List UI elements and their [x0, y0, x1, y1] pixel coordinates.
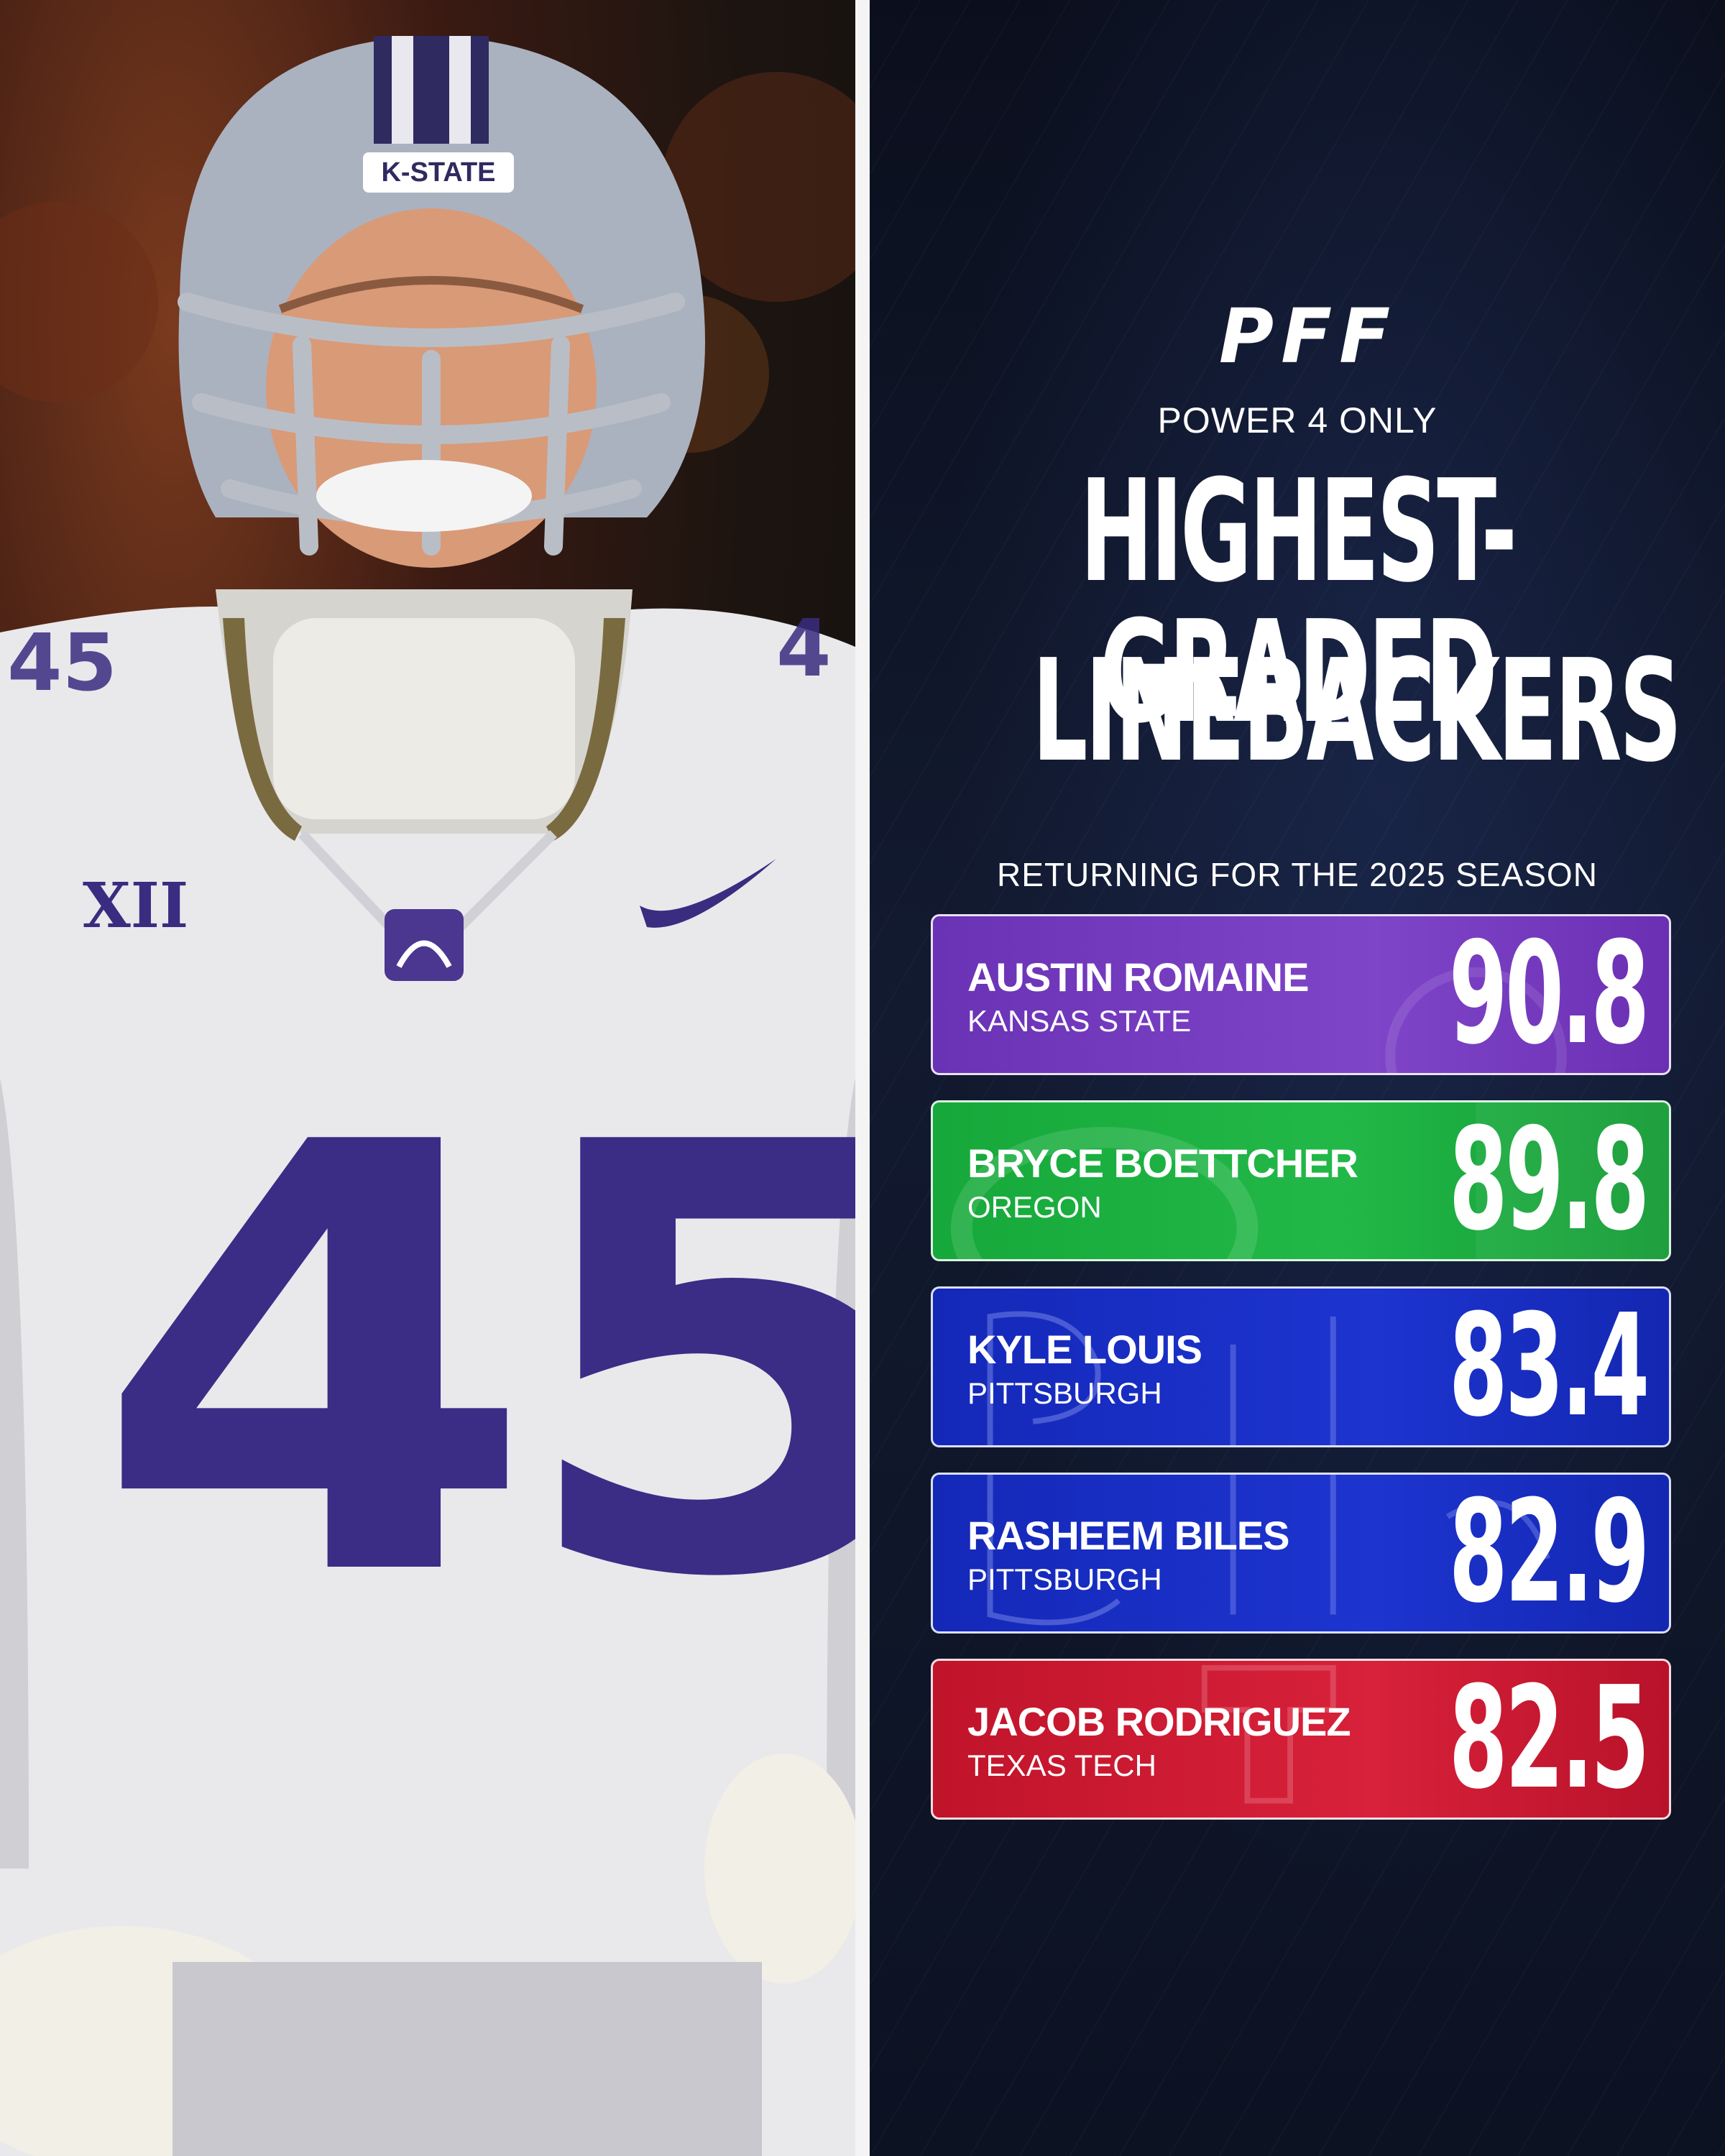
ranking-card-4: RASHEEM BILES PITTSBURGH 82.9: [931, 1473, 1671, 1634]
player-school: KANSAS STATE: [967, 1004, 1192, 1038]
player-grade: 82.9: [1449, 1473, 1650, 1634]
player-photo: 45 4 XII 45 K-STATE: [0, 0, 855, 2156]
jersey-number: 45: [93, 1021, 855, 1706]
svg-text:4: 4: [776, 602, 832, 694]
svg-text:PFF: PFF: [1219, 302, 1397, 374]
player-grade: 90.8: [1449, 914, 1650, 1075]
helmet-decal: K-STATE: [381, 157, 495, 188]
player-name: JACOB RODRIGUEZ: [967, 1699, 1351, 1744]
ranking-card-5: JACOB RODRIGUEZ TEXAS TECH 82.5: [931, 1659, 1671, 1820]
pff-logo-mark: PFF: [1219, 292, 1397, 380]
ranking-card-2: BRYCE BOETTCHER OREGON 89.8: [931, 1100, 1671, 1261]
conference-patch: XII: [83, 870, 188, 942]
kicker-text: POWER 4 ONLY: [1157, 400, 1438, 441]
headline-line-2: LINEBACKERS: [1032, 630, 1682, 793]
player-name: BRYCE BOETTCHER: [967, 1141, 1358, 1186]
player-grade: 82.5: [1449, 1659, 1650, 1820]
player-school: OREGON: [967, 1190, 1102, 1224]
player-illustration: 45 4 XII 45 K-STATE: [0, 36, 855, 2156]
player-grade: 89.8: [1449, 1100, 1650, 1261]
player-grade: 83.4: [1449, 1286, 1650, 1447]
player-name: AUSTIN ROMAINE: [967, 954, 1309, 1000]
player-school: PITTSBURGH: [967, 1562, 1162, 1596]
svg-text:45: 45: [7, 617, 117, 709]
headline-line-1: HIGHEST-GRADED: [1080, 450, 1517, 755]
info-panel: PFF POWER 4 ONLY HIGHEST-GRADED LINEBACK…: [870, 0, 1725, 2156]
panel-divider: [855, 0, 870, 2156]
ranking-card-1: AUSTIN ROMAINE KANSAS STATE 90.8: [931, 914, 1671, 1075]
player-name: KYLE LOUIS: [967, 1327, 1202, 1372]
pff-logo: PFF: [1172, 292, 1445, 380]
player-school: TEXAS TECH: [967, 1749, 1156, 1782]
ranking-card-3: KYLE LOUIS PITTSBURGH 83.4: [931, 1286, 1671, 1447]
subhead-text: RETURNING FOR THE 2025 SEASON: [997, 856, 1598, 893]
player-school: PITTSBURGH: [967, 1376, 1162, 1410]
player-name: RASHEEM BILES: [967, 1513, 1289, 1558]
